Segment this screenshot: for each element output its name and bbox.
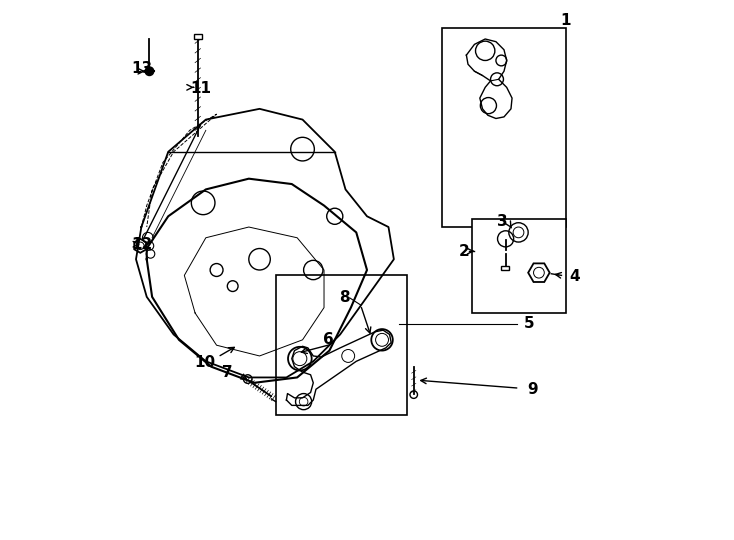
Text: 6: 6 — [323, 332, 334, 347]
Bar — [276, 275, 407, 415]
Text: 10: 10 — [195, 355, 216, 370]
Text: 9: 9 — [527, 382, 538, 397]
Text: 2: 2 — [458, 244, 469, 259]
Text: 11: 11 — [191, 81, 212, 96]
Text: 1: 1 — [561, 13, 571, 28]
Text: 8: 8 — [339, 291, 350, 306]
Text: 5: 5 — [524, 316, 534, 331]
Text: 7: 7 — [222, 364, 233, 380]
Circle shape — [145, 67, 153, 76]
Bar — [472, 219, 566, 313]
Bar — [501, 266, 509, 270]
Text: 3: 3 — [497, 214, 508, 229]
Text: 4: 4 — [570, 269, 580, 284]
Text: 12: 12 — [131, 237, 153, 252]
Bar — [194, 33, 202, 39]
Bar — [442, 28, 566, 227]
Text: 13: 13 — [131, 61, 153, 76]
